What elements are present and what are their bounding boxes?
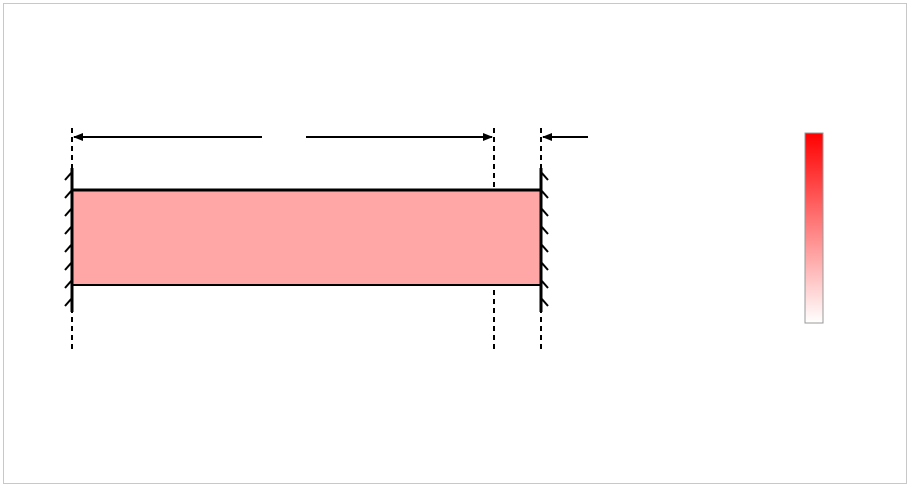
color-bar [804, 132, 824, 324]
right-wall-support [539, 168, 549, 312]
left-wall-support [64, 168, 74, 312]
color-bar-legend [804, 132, 824, 324]
bar-body [72, 190, 541, 285]
